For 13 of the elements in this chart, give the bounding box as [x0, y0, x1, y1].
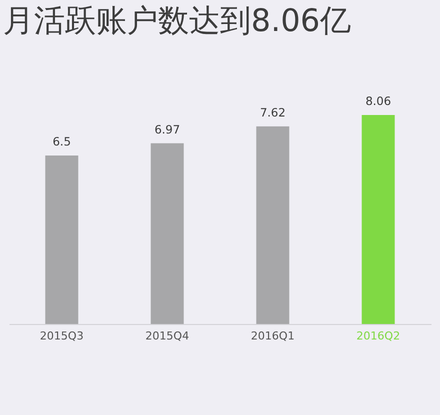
- chart-title: 月活跃账户数达到8.06亿: [3, 3, 352, 39]
- bar: [256, 126, 290, 324]
- x-tick-label: 2015Q4: [145, 330, 190, 342]
- x-tick-label: 2016Q1: [250, 330, 295, 342]
- x-tick-label: 2016Q2: [356, 330, 400, 342]
- data-label: 6.5: [52, 134, 71, 148]
- bar: [45, 155, 78, 324]
- data-label: 7.62: [260, 105, 286, 120]
- bar: [362, 115, 395, 324]
- x-tick-label: 2015Q3: [40, 330, 84, 342]
- data-label: 6.97: [154, 122, 180, 136]
- bar: [150, 143, 184, 324]
- data-label: 8.06: [365, 94, 392, 108]
